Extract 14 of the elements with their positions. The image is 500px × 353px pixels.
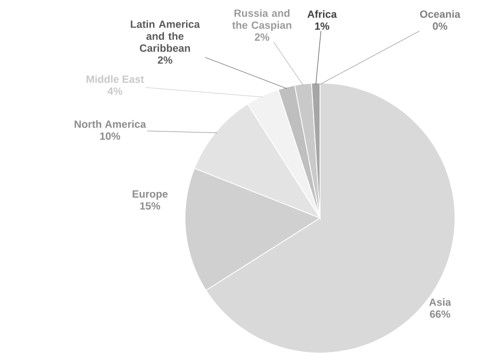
category-label: Oceania [420,10,460,18]
slice-label: Asia [429,298,452,306]
data-label: 66% [430,310,450,318]
data-label: 2% [254,33,270,41]
slice-label: Africa [307,10,337,18]
data-label: 15% [140,202,160,210]
slice-label: Latin America and the Caribbean [130,20,200,52]
slice-label: Russia and the Caspian [232,9,292,31]
slice-label: North America [74,120,146,128]
data-label: 1% [315,22,330,30]
data-label: 2% [158,56,172,64]
data-label: 10% [100,132,120,140]
slice-label: Europe [132,190,168,200]
text: 0% [432,22,448,30]
